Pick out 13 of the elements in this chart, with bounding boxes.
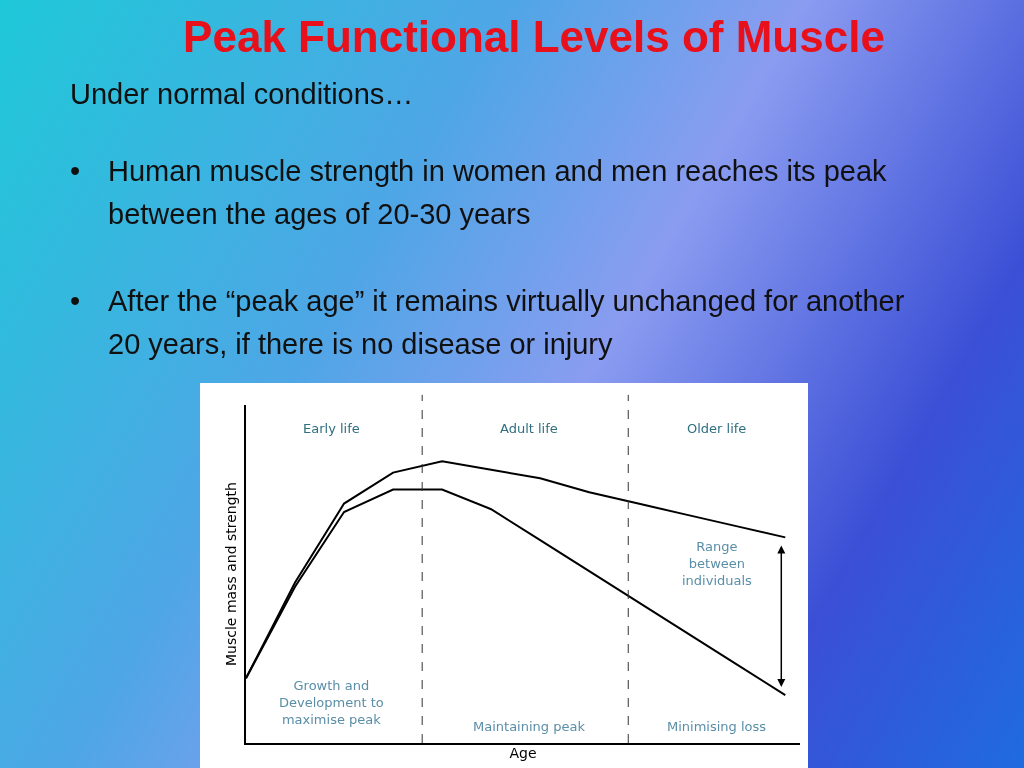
y-axis-title: Muscle mass and strength xyxy=(223,482,240,666)
annotation: Maintaining peak xyxy=(473,719,586,734)
text: • After the “peak age” it remains virtually unchanged for another 20 years, if there is no disease or injury xyxy=(70,284,905,360)
chart-subtitle: Under normal conditions… xyxy=(70,78,414,111)
text: Early life xyxy=(303,421,360,436)
annotation: Growth and Development to maximise peak xyxy=(279,678,384,727)
annotation: Range between individuals xyxy=(682,539,753,588)
text: • Human muscle strength in women and men reaches its peak between the ages of 20-30 years xyxy=(70,154,887,230)
annotation: Minimising loss xyxy=(667,719,767,734)
x-axis-title: Age xyxy=(509,745,537,762)
text: Older life xyxy=(687,421,747,436)
chart-title: Peak Functional Levels of Muscle xyxy=(182,12,886,62)
text: Adult life xyxy=(500,421,558,436)
